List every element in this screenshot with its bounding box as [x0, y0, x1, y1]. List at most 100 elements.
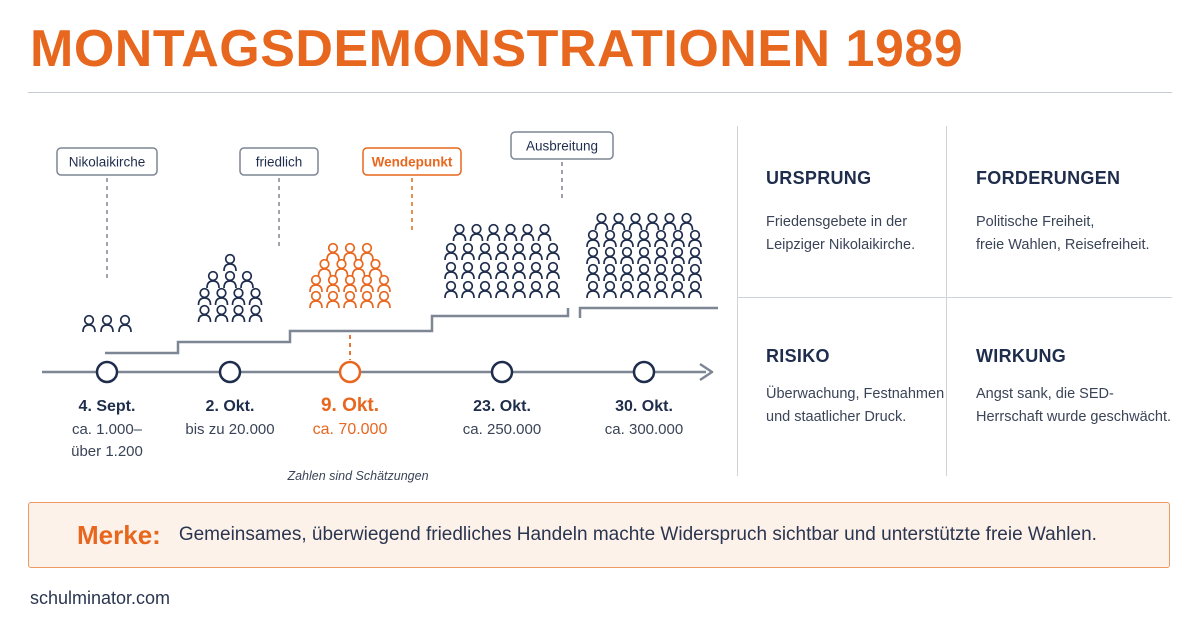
panel-wirkung: WIRKUNG Angst sank, die SED- Herrschaft w… [976, 346, 1176, 429]
crowd-person-icon [197, 304, 212, 323]
crowd-person-icon [486, 223, 501, 242]
crowd-person-icon [637, 263, 651, 282]
panel-forderungen: FORDERUNGEN Politische Freiheit, freie Wa… [976, 168, 1176, 257]
panel-ursprung-text: Friedensgebete in der Leipziger Nikolaiki… [766, 214, 916, 253]
crowd-person-icon [495, 280, 509, 299]
crowd-person-icon [594, 212, 609, 231]
event-date: 2. Okt. [206, 398, 255, 415]
growth-staircase-top [578, 306, 718, 318]
merke-box: Merke: Gemeinsames, überwiegend friedlic… [28, 502, 1170, 568]
crowd-person-icon [603, 280, 617, 299]
crowd-person-icon [495, 261, 509, 280]
crowd-person-icon [654, 263, 668, 282]
crowd-person-icon [231, 287, 246, 306]
panel-ursprung-title: URSPRUNG [766, 168, 872, 188]
crowd-person-icon [214, 304, 229, 323]
crowd-person-icon [82, 314, 96, 333]
crowd-person-icon [118, 314, 132, 333]
event-date: 23. Okt. [473, 398, 531, 415]
event-count: bis zu 20.000 [185, 421, 274, 438]
crowd-person-icon [529, 280, 543, 299]
crowd-person-icon [326, 242, 340, 261]
callout-label: Wendepunkt [372, 155, 453, 170]
crowd-person-icon [334, 258, 349, 277]
crowd-person-icon [214, 287, 229, 306]
crowd-person-icon [611, 212, 626, 231]
grid-divider-middle [946, 126, 947, 476]
crowd-person-icon [679, 212, 694, 231]
crowd-person-icon [240, 270, 254, 289]
timeline-marker [218, 360, 242, 384]
timeline-marker [338, 360, 362, 384]
crowd-person-icon [326, 274, 340, 293]
callout-box [239, 147, 319, 176]
event-count: ca. 1.000– [72, 421, 143, 438]
panel-risiko-title: RISIKO [766, 346, 830, 366]
crowd-person-icon [503, 223, 518, 242]
crowd-person-icon [520, 223, 535, 242]
crowd-person-icon [360, 242, 374, 261]
crowd-person-icon [645, 212, 660, 231]
crowd-person-icon [478, 280, 492, 299]
crowd-person-icon [620, 280, 634, 299]
crowd-person-icon [586, 246, 600, 265]
panel-risiko-text: Überwachung, Festnahmen und staatlicher D… [766, 386, 945, 425]
crowd-person-icon [671, 263, 685, 282]
crowd-person-icon [546, 261, 560, 280]
panel-forderungen-title: FORDERUNGEN [976, 168, 1121, 188]
timeline-marker [95, 360, 119, 384]
timeline-marker [632, 360, 656, 384]
crowd-person-icon [206, 270, 220, 289]
crowd-person-icon [620, 263, 634, 282]
crowd-person-icon [351, 258, 366, 277]
event-date: 4. Sept. [79, 398, 136, 415]
panel-forderungen-text: Politische Freiheit, freie Wahlen, Reisef… [976, 214, 1150, 253]
crowd-person-icon [197, 287, 212, 306]
crowd-person-icon [637, 229, 651, 248]
event-count-line2: über 1.200 [71, 443, 143, 460]
event-count: ca. 300.000 [605, 421, 683, 438]
event-date: 30. Okt. [615, 398, 673, 415]
crowd-person-icon [512, 280, 526, 299]
crowd-person-icon [512, 242, 526, 261]
crowd-person-icon [688, 263, 702, 282]
crowd-person-icon [603, 246, 617, 265]
panel-ursprung: URSPRUNG Friedensgebete in der Leipziger … [766, 168, 966, 257]
crowd-person-icon [444, 261, 458, 280]
crowd-person-icon [317, 258, 332, 277]
panel-wirkung-text: Angst sank, die SED- Herrschaft wurde ges… [976, 386, 1172, 425]
crowd-person-icon [603, 229, 617, 248]
crowd-person-icon [343, 242, 357, 261]
footer-brand: schulminator.com [30, 588, 171, 608]
grid-divider-horizontal [737, 297, 1172, 298]
grid-divider-left [737, 126, 738, 476]
crowd-person-icon [637, 246, 651, 265]
crowd-person-icon [688, 229, 702, 248]
callout-label: Ausbreitung [526, 139, 598, 154]
callout-box [56, 147, 158, 176]
crowd-person-icon [628, 212, 643, 231]
crowd-person-icon [309, 290, 323, 309]
crowd-person-icon [343, 274, 357, 293]
event-date: 9. Okt. [321, 395, 379, 416]
event-count: ca. 70.000 [313, 421, 388, 438]
crowd-person-icon [546, 242, 560, 261]
crowd-person-icon [461, 280, 475, 299]
crowd-person-icon [620, 246, 634, 265]
merke-label: Merke: [77, 519, 161, 550]
crowd-person-icon [223, 253, 237, 272]
callout-label: Nikolaikirche [69, 155, 146, 170]
crowd-person-icon [461, 261, 475, 280]
crowd-person-icon [688, 280, 702, 299]
crowd-person-icon [360, 290, 374, 309]
crowd-person-icon [452, 223, 467, 242]
crowd-person-icon [603, 263, 617, 282]
crowd-person-icon [671, 280, 685, 299]
crowd-person-icon [671, 246, 685, 265]
crowd-person-icon [377, 274, 391, 293]
crowd-person-icon [326, 290, 340, 309]
crowd-person-icon [478, 242, 492, 261]
callout-label: friedlich [256, 155, 303, 170]
crowd-person-icon [231, 304, 246, 323]
crowd-person-icon [586, 229, 600, 248]
